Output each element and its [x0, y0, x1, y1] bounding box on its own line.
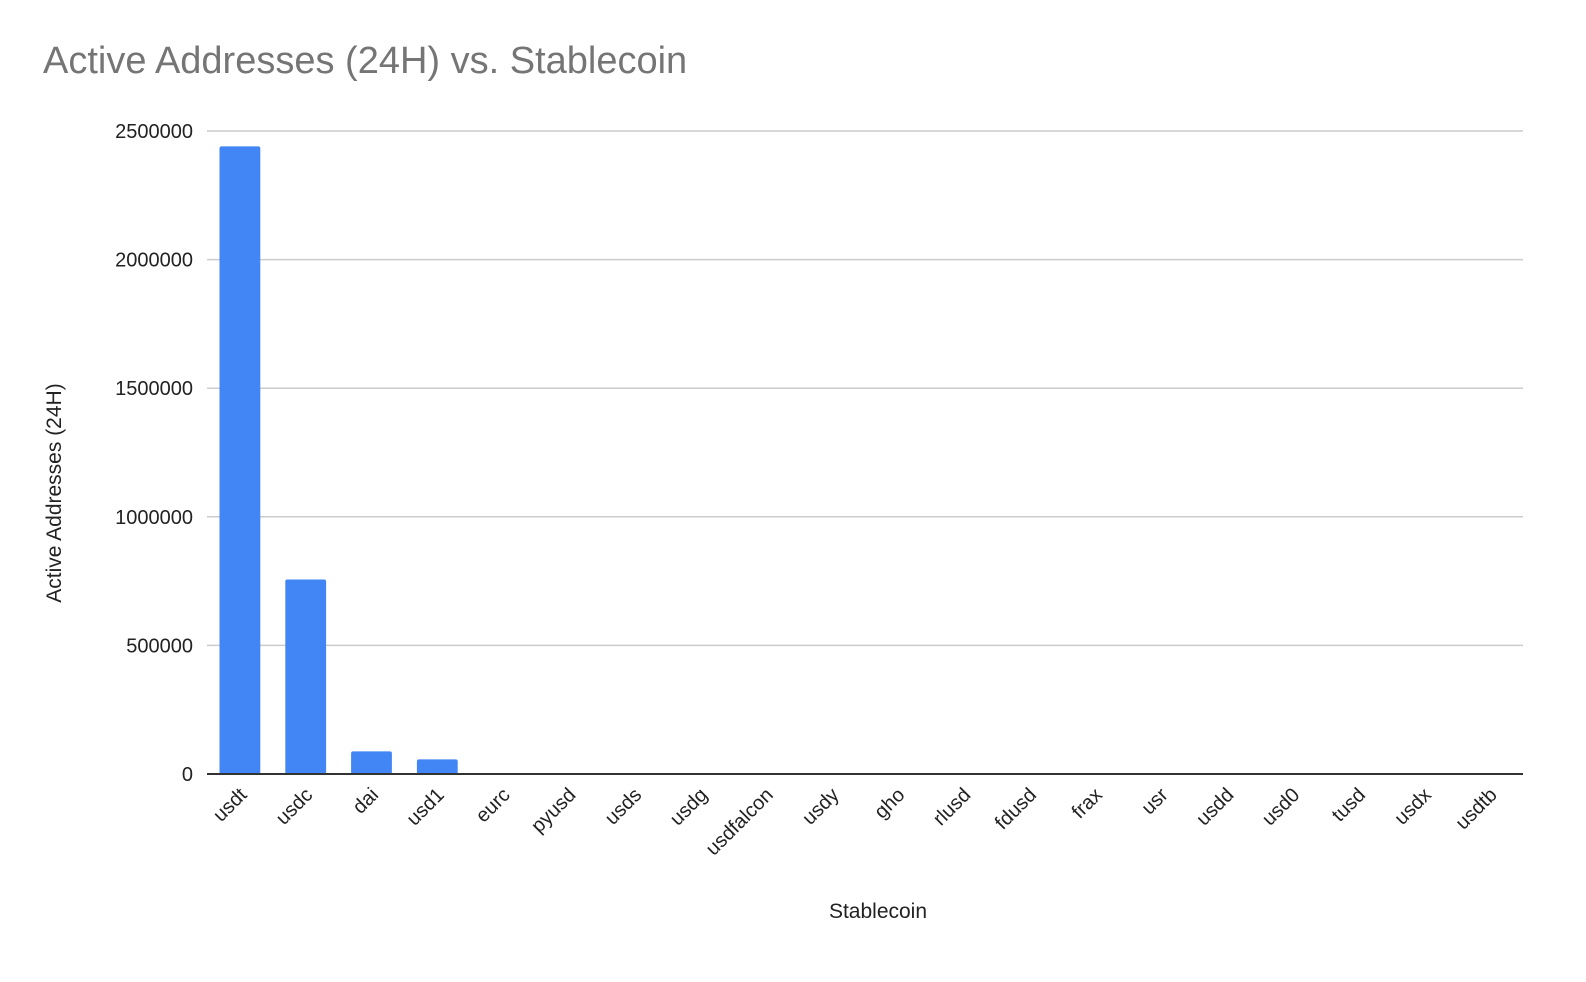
x-tick-label: eurc — [472, 784, 515, 827]
bar-dai — [351, 751, 392, 774]
x-tick-label: usds — [601, 784, 646, 829]
bars — [219, 146, 1511, 774]
x-tick-label: tusd — [1328, 784, 1370, 826]
x-axis-title: Stablecoin — [828, 900, 928, 923]
y-tick-label: 1000000 — [115, 507, 193, 529]
x-tick-label: fdusd — [991, 784, 1041, 834]
x-tick-label: usdy — [798, 784, 843, 829]
bar-usdc — [285, 579, 327, 774]
bar-usdt — [219, 146, 261, 774]
x-tick-label: usdt — [209, 784, 252, 827]
chart-title: Active Addresses (24H) vs. Stablecoin — [43, 40, 688, 82]
x-tick-label: pyusd — [527, 784, 580, 837]
y-tick-label: 2500000 — [115, 121, 193, 143]
x-tick-label: usdx — [1390, 784, 1435, 829]
x-tick-label: gho — [870, 784, 909, 823]
grid-lines — [207, 130, 1523, 647]
y-tick-label: 2000000 — [115, 250, 193, 272]
y-tick-label: 500000 — [126, 635, 193, 657]
y-tick-labels: 0 500000 1000000 1500000 2000000 2500000 — [115, 121, 193, 786]
x-tick-label: frax — [1068, 784, 1107, 823]
x-tick-label: usdd — [1192, 784, 1238, 830]
y-tick-label: 0 — [182, 764, 193, 786]
x-tick-labels: usdt usdc dai usd1 eurc pyusd usds usdgusdfalco… — [209, 784, 1501, 860]
x-tick-label: dai — [349, 784, 383, 818]
x-tick-label: usdtb — [1451, 784, 1501, 834]
y-axis-title: Active Addresses (24H) — [43, 383, 66, 603]
x-tick-label: usdg — [666, 784, 712, 830]
x-tick-label: rlusd — [929, 784, 975, 830]
x-tick-label: usdc — [272, 784, 317, 829]
y-tick-label: 1500000 — [115, 378, 193, 400]
x-tick-label: usd0 — [1258, 784, 1304, 830]
x-tick-label: usd1 — [403, 784, 449, 830]
x-tick-label: usdfalcon — [702, 784, 778, 860]
bar-usd1 — [416, 759, 458, 774]
x-tick-label: usr — [1137, 784, 1172, 819]
